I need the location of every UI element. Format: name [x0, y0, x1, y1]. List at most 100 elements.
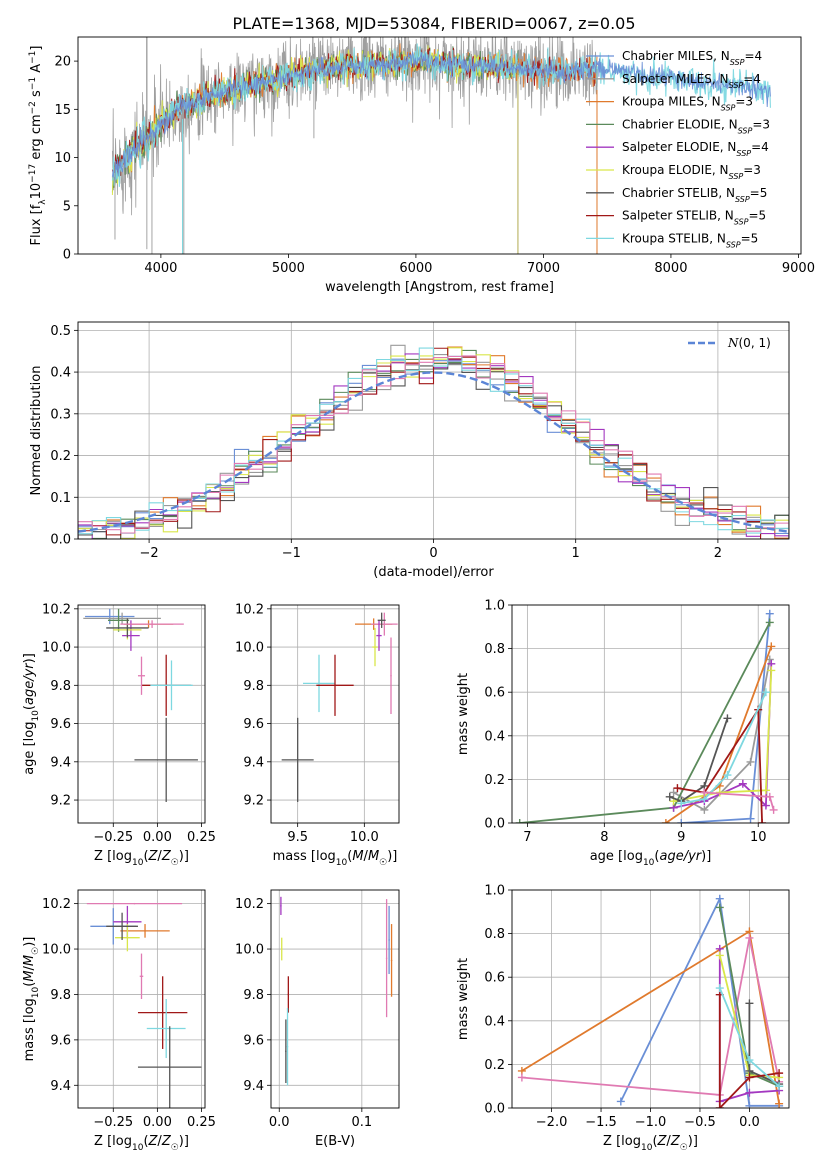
x-tick-label: −1.0	[635, 1115, 667, 1130]
weight-line	[619, 895, 780, 1107]
y-tick-label: 9.2	[50, 794, 71, 809]
plot-area	[281, 612, 398, 802]
weight-marker	[715, 1104, 724, 1108]
y-tick-label: 9.6	[243, 1033, 264, 1048]
axes-frame	[77, 321, 790, 540]
y-tick-label: 1.0	[484, 599, 505, 614]
label-part: =5	[741, 231, 759, 245]
legend-entry: Kroupa STELIB, NSSP=5	[622, 231, 758, 249]
weight-marker	[765, 609, 774, 618]
y-tick-label: 0.5	[50, 324, 71, 339]
plot-area	[515, 609, 778, 823]
label-part: erg cm	[29, 114, 44, 163]
y-tick-label: 9.6	[243, 717, 264, 732]
x-axis-label: wavelength [Angstrom, rest frame]	[325, 280, 554, 295]
x-tick-label: 7	[523, 830, 531, 845]
x-axis-label: Z [log10(Z/Z☉)]	[94, 849, 189, 868]
y-tick-label: 10.2	[235, 602, 264, 617]
label-part: 10	[641, 1143, 653, 1153]
y-tick-label: 9.8	[50, 679, 71, 694]
data-point	[133, 902, 136, 905]
y-tick-label: 0.1	[50, 491, 71, 506]
data-point	[151, 623, 153, 625]
y-axis-label: mass weight	[456, 958, 471, 1040]
x-tick-label: 0.0	[739, 1115, 760, 1130]
y-tick-label: 9.8	[50, 988, 71, 1003]
label-part: age/yr	[659, 849, 702, 864]
label-part: (	[22, 705, 37, 710]
weight-line	[673, 670, 773, 803]
y-tick-label: 0.8	[484, 642, 505, 657]
data-point	[117, 619, 120, 622]
y-tick-label: 10.2	[235, 897, 264, 912]
x-tick-label: 10	[750, 830, 767, 845]
x-axis-label: Z [log10(Z/Z☉)]	[603, 1134, 698, 1153]
spectrum-axes: 4000 5000 6000 7000 8000 9000 0 5 10 15 20 waveleng…	[28, 36, 815, 295]
weight-marker	[745, 999, 754, 1008]
label-part: )]	[22, 653, 37, 663]
weight-marker	[700, 788, 709, 797]
legend-entry: Kroupa MILES, NSSP=3	[622, 95, 753, 113]
mass-vs-z-axes: −0.25 0.00 0.259.49.69.810.010.2Z [log10(Z…	[22, 889, 216, 1153]
y-tick-label: 10.0	[235, 943, 264, 958]
y-tick-label: 9.4	[243, 1079, 264, 1094]
weight-marker	[767, 666, 776, 675]
label-part: SSP	[730, 58, 745, 67]
label-part: Kroupa MILES, N	[622, 95, 721, 109]
data-point	[165, 759, 167, 761]
label-part: 10	[31, 710, 41, 722]
weight-marker	[775, 1082, 784, 1091]
label-part: ☉	[31, 947, 41, 955]
x-tick-label: 1	[572, 546, 580, 561]
label-part: /	[22, 965, 37, 970]
data-point	[140, 674, 143, 677]
label-part: Z	[657, 1134, 668, 1149]
data-point	[388, 939, 390, 941]
label-part: )]	[701, 849, 711, 864]
y-axis-label: age [log10(age/yr)]	[22, 653, 41, 775]
axes-frame	[270, 889, 400, 1109]
label-part: SSP	[738, 126, 753, 135]
data-point	[378, 634, 380, 637]
y-tick-label: 0.6	[484, 686, 505, 701]
data-point	[165, 1027, 167, 1030]
label-part: age/yr	[22, 662, 37, 705]
x-tick-label: 9000	[782, 261, 815, 276]
weight-marker	[761, 786, 770, 795]
legend-entry: Chabrier ELODIE, NSSP=3	[622, 117, 770, 135]
label-part: Z	[161, 849, 172, 864]
x-tick-label: 6000	[399, 261, 432, 276]
data-point	[121, 925, 123, 928]
axes-frame	[77, 889, 206, 1109]
label-part: (	[347, 849, 352, 864]
legend-entry: N(0, 1)	[727, 336, 771, 350]
label-part: =3	[752, 117, 770, 131]
label-part: Z [log	[603, 1134, 641, 1149]
y-tick-label: 0.8	[484, 927, 505, 942]
y-tick-label: 0.3	[50, 407, 71, 422]
label-part: 10	[31, 986, 41, 998]
data-point	[121, 617, 123, 620]
x-tick-label: 9.5	[287, 830, 308, 845]
data-point	[374, 646, 376, 648]
label-part: SSP	[735, 194, 750, 203]
x-tick-label: −2.0	[536, 1115, 568, 1130]
weight-marker	[517, 1073, 526, 1082]
x-tick-label: 0.0	[269, 1115, 290, 1130]
weight-marker	[700, 805, 709, 814]
label-part: (	[143, 849, 148, 864]
weight-marker	[738, 779, 747, 788]
label-part: )]	[688, 1134, 698, 1149]
weight-marker	[765, 792, 774, 801]
y-tick-label: 0.2	[50, 449, 71, 464]
y-tick-label: 0.2	[484, 1058, 505, 1073]
x-tick-label: 8	[600, 830, 608, 845]
y-tick-label: 0.0	[50, 533, 71, 548]
weight-marker	[515, 819, 524, 823]
weight-marker	[746, 757, 755, 766]
axes-frame	[77, 604, 206, 824]
label-part: =3	[743, 163, 761, 177]
plot-area	[78, 344, 789, 539]
weight-marker	[745, 933, 754, 942]
data-point	[108, 615, 111, 618]
